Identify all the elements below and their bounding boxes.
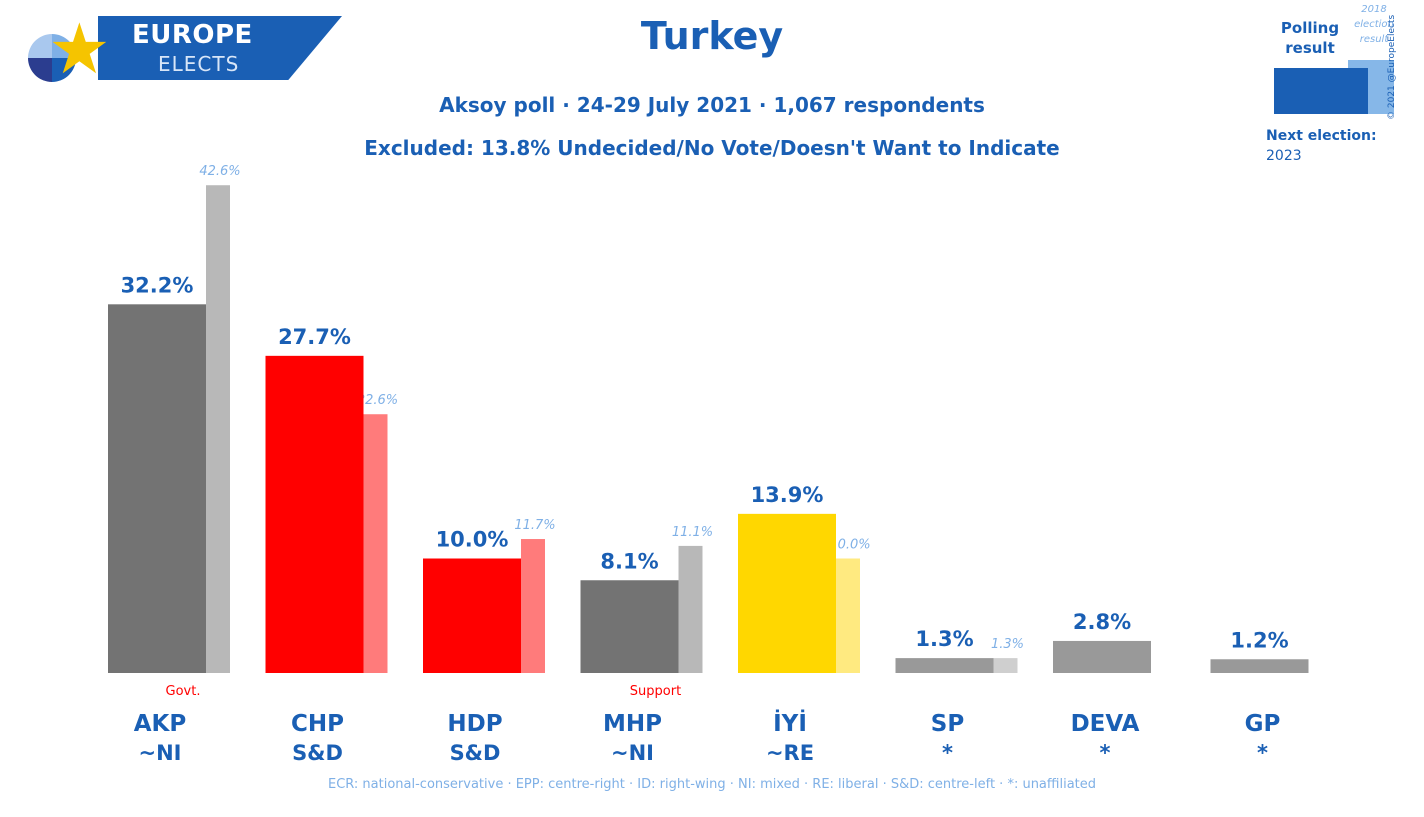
value-label-sp: 1.3% (915, 627, 973, 651)
next-election-year: 2023 (1266, 148, 1302, 164)
party-group-sp: * (942, 741, 953, 765)
bar-previous-mhp (678, 545, 703, 673)
bar-sp (895, 658, 994, 673)
prev-value-label-iyi: 10.0% (829, 538, 870, 553)
party-name-sp: SP (931, 711, 964, 737)
next-election-label: Next election: (1266, 128, 1377, 144)
bar-previous-akp (206, 185, 230, 674)
note-label-akp: Govt. (166, 684, 201, 699)
excluded-subtitle: Excluded: 13.8% Undecided/No Vote/Doesn'… (364, 136, 1060, 160)
logo-text-elects: ELECTS (158, 52, 240, 76)
prev-value-label-akp: 42.6% (199, 164, 240, 179)
bar-akp (108, 304, 206, 673)
legend-polling-swatch (1274, 68, 1368, 114)
party-name-hdp: HDP (447, 711, 502, 737)
party-name-mhp: MHP (603, 711, 662, 737)
party-group-akp: ~NI (139, 741, 182, 765)
value-label-chp: 27.7% (278, 325, 351, 349)
party-name-akp: AKP (134, 711, 186, 737)
bar-deva (1053, 640, 1151, 673)
logo-text-europe: EUROPE (132, 20, 253, 50)
legend-polling-label: Polling result (1280, 19, 1340, 57)
note-label-mhp: Support (630, 684, 681, 699)
party-name-iyi: İYİ (773, 709, 807, 737)
party-group-deva: * (1100, 741, 1111, 765)
party-group-iyi: ~RE (766, 741, 814, 765)
party-name-chp: CHP (291, 711, 344, 737)
value-label-mhp: 8.1% (600, 549, 658, 573)
bar-previous-chp (363, 414, 388, 673)
bar-iyi (738, 513, 836, 673)
group-legend-footer: ECR: national-conservative · EPP: centre… (327, 777, 1097, 792)
value-label-hdp: 10.0% (436, 528, 509, 552)
bar-previous-hdp (521, 539, 545, 673)
prev-value-label-chp: 22.6% (357, 393, 398, 408)
prev-value-label-sp: 1.3% (991, 637, 1024, 652)
bar-chp (265, 355, 364, 673)
prev-value-label-hdp: 11.7% (514, 518, 555, 533)
prev-value-label-mhp: 11.1% (672, 525, 713, 540)
europe-elects-logo: ★ EUROPE ELECTS (28, 8, 342, 90)
party-name-deva: DEVA (1071, 711, 1140, 737)
value-label-akp: 32.2% (121, 273, 194, 297)
bar-mhp (580, 580, 679, 673)
party-group-chp: S&D (292, 741, 343, 765)
page-title: Turkey (640, 14, 784, 58)
bar-previous-sp (993, 658, 1018, 673)
value-label-deva: 2.8% (1073, 610, 1131, 634)
legend-previous-label: 2018 election result (1354, 4, 1394, 45)
bar-gp (1210, 659, 1309, 673)
bar-previous-iyi (836, 558, 860, 673)
bar-hdp (423, 558, 521, 673)
poll-subtitle: Aksoy poll · 24-29 July 2021 · 1,067 res… (439, 93, 985, 117)
value-label-gp: 1.2% (1230, 628, 1288, 652)
party-name-gp: GP (1245, 711, 1281, 737)
party-group-hdp: S&D (450, 741, 501, 765)
logo-pie-icon (28, 34, 76, 82)
party-group-mhp: ~NI (611, 741, 654, 765)
value-label-iyi: 13.9% (751, 483, 824, 507)
party-group-gp: * (1257, 741, 1268, 765)
star-icon: ★ (48, 8, 111, 90)
